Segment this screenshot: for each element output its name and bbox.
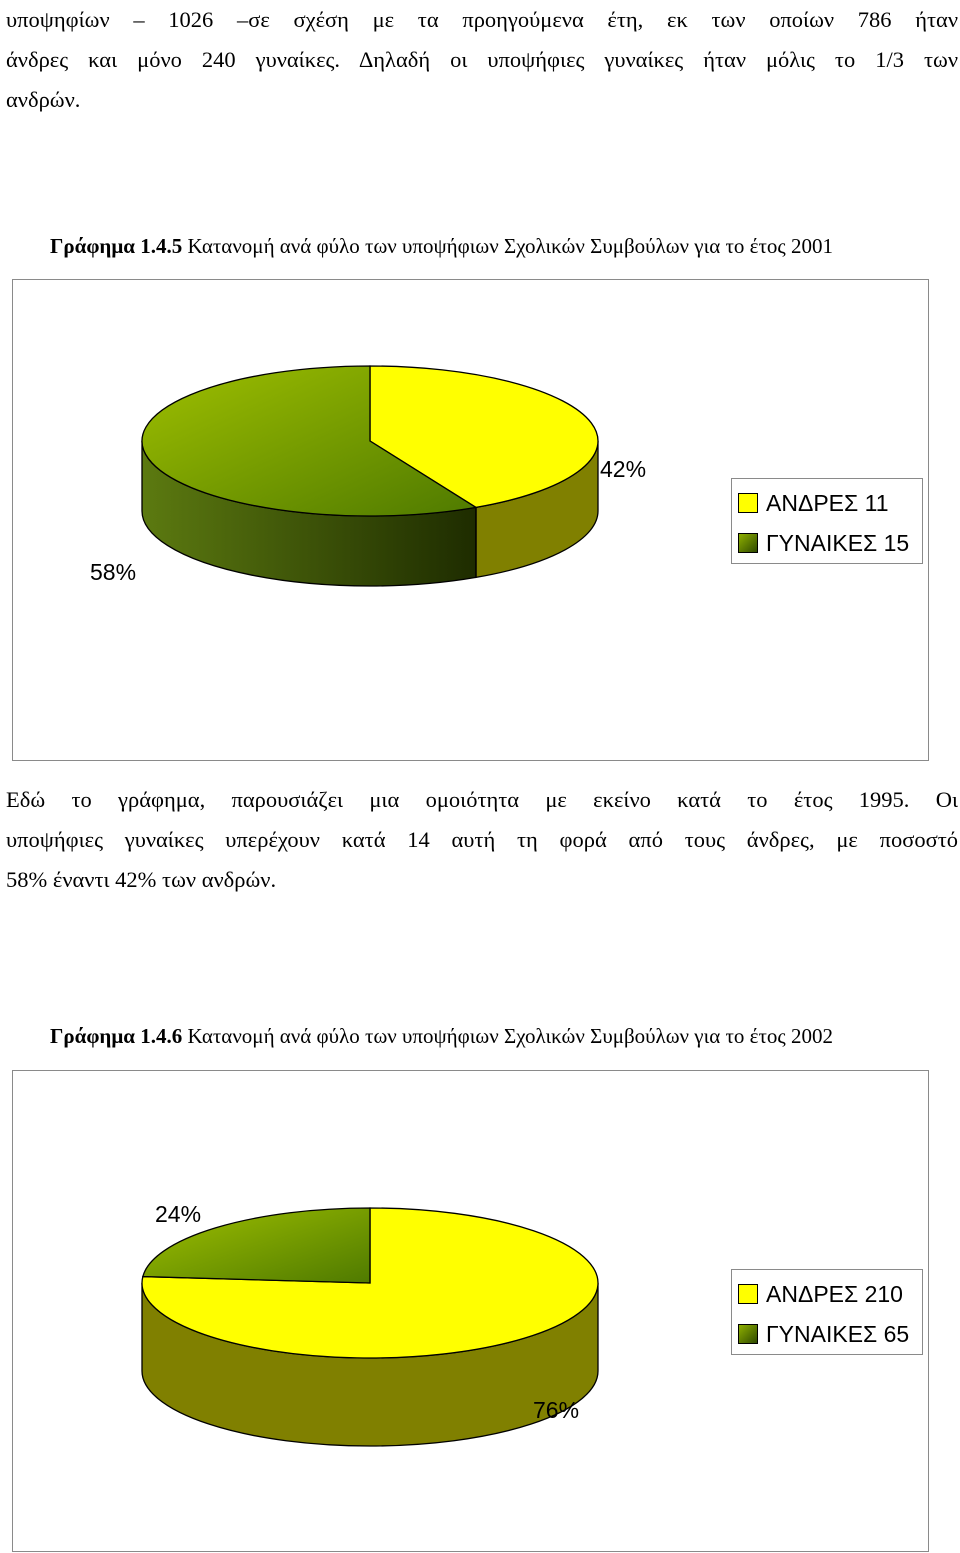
- pie-chart-2001-plot: 42% 58%: [90, 365, 646, 587]
- data-label-women: 24%: [155, 1201, 201, 1227]
- intro-line-2: άνδρες και μόνο 240 γυναίκες. Δηλαδή οι …: [6, 47, 958, 72]
- analysis-line-1: Εδώ το γράφημα, παρουσιάζει μια ομοιότητ…: [6, 787, 958, 812]
- legend-swatch-men: [738, 1284, 758, 1304]
- figure-1-caption-text: Κατανομή ανά φύλο των υποψήφιων Σχολικών…: [182, 234, 833, 258]
- figure-2-caption: Γράφημα 1.4.6 Κατανομή ανά φύλο των υποψ…: [50, 1024, 833, 1048]
- legend-label-men: ΑΝΔΡΕΣ 11: [766, 489, 889, 516]
- legend-swatch-men: [738, 493, 758, 513]
- data-label-men: 42%: [600, 456, 646, 482]
- slice-women: [141, 365, 478, 517]
- analysis-paragraph: Εδώ το γράφημα, παρουσιάζει μια ομοιότητ…: [6, 780, 958, 900]
- intro-paragraph: υποψηφίων – 1026 –σε σχέση με τα προηγού…: [6, 0, 958, 120]
- analysis-line-3: 58% έναντι 42% των ανδρών.: [6, 867, 277, 892]
- pie-chart-2002: 76% 24% ΑΝΔΡΕΣ 210 ΓΥΝΑΙΚΕΣ 65: [12, 1070, 929, 1552]
- legend-label-women: ΓΥΝΑΙΚΕΣ 15: [766, 529, 910, 556]
- legend-item-women: ΓΥΝΑΙΚΕΣ 65: [738, 1314, 916, 1354]
- figure-2-caption-label: Γράφημα 1.4.6: [50, 1024, 183, 1048]
- legend-swatch-women: [738, 1324, 758, 1344]
- legend-swatch-women: [738, 533, 758, 553]
- pie-chart-2001: 42% 58% ΑΝΔΡΕΣ 11 ΓΥΝΑΙΚΕΣ 15: [12, 279, 929, 761]
- analysis-line-2: υποψήφιες γυναίκες υπερέχουν κατά 14 αυτ…: [6, 827, 958, 852]
- data-label-women: 58%: [90, 559, 136, 585]
- pie-chart-2001-legend: ΑΝΔΡΕΣ 11 ΓΥΝΑΙΚΕΣ 15: [731, 478, 923, 564]
- figure-1-caption-label: Γράφημα 1.4.5: [50, 234, 183, 258]
- pie-chart-2002-legend: ΑΝΔΡΕΣ 210 ΓΥΝΑΙΚΕΣ 65: [731, 1269, 923, 1355]
- legend-item-men: ΑΝΔΡΕΣ 210: [738, 1274, 916, 1314]
- intro-line-1: υποψηφίων – 1026 –σε σχέση με τα προηγού…: [6, 7, 958, 32]
- data-label-men: 76%: [533, 1397, 579, 1423]
- legend-item-women: ΓΥΝΑΙΚΕΣ 15: [738, 523, 916, 563]
- slice-men: [369, 365, 599, 509]
- figure-2-caption-text: Κατανομή ανά φύλο των υποψήφιων Σχολικών…: [182, 1024, 833, 1048]
- figure-1-caption: Γράφημα 1.4.5 Κατανομή ανά φύλο των υποψ…: [50, 234, 833, 258]
- legend-item-men: ΑΝΔΡΕΣ 11: [738, 483, 916, 523]
- pie-chart-2002-plot: 76% 24%: [141, 1201, 599, 1447]
- intro-line-3: ανδρών.: [6, 87, 81, 112]
- legend-label-men: ΑΝΔΡΕΣ 210: [766, 1280, 903, 1307]
- legend-label-women: ΓΥΝΑΙΚΕΣ 65: [766, 1320, 910, 1347]
- slice-women: [141, 1207, 371, 1284]
